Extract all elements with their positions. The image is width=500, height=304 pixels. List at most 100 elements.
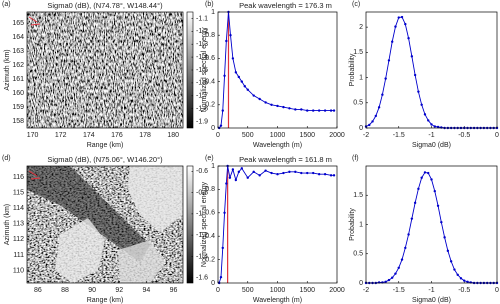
point [449,260,453,263]
x-tick-label: -1.5 [393,132,405,139]
point [270,103,273,107]
x-tick-label: 1000 [270,287,286,294]
axes-frame [365,11,498,129]
point [420,176,423,179]
point [384,280,387,284]
y-tick-label: 0.5 [353,100,363,107]
point [423,171,427,174]
y-tick-label: 1 [211,163,215,170]
point [288,107,291,110]
panel-label: (f) [352,155,359,162]
point [433,125,436,128]
y-tick-label: 110 [13,267,24,274]
colorbar-tick-label: -1.8 [196,106,208,113]
x-tick-label: -2 [363,287,369,294]
point [252,170,255,174]
colorbar-tick-label: -1.4 [196,253,208,260]
point [410,217,414,220]
point [246,88,249,91]
colorbar-tick-label: -1.2 [196,28,208,35]
y-axis-label: Azimuth (km) [4,49,11,90]
colorbar-tick-label: -1.1 [196,15,208,22]
point [456,273,459,277]
point [264,101,267,104]
x-tick-label: 2000 [329,132,345,139]
point [413,73,417,77]
x-tick-label: 0 [216,287,220,294]
x-tick-label: -2 [363,132,369,139]
point [329,109,333,112]
y-axis-label: Azimuth (km) [4,204,11,245]
point [288,170,291,174]
point [446,249,450,253]
point [225,182,228,185]
x-tick-label: 90 [88,287,96,294]
point [300,171,303,175]
point [258,174,261,177]
x-tick-label: 1500 [299,132,315,139]
point [231,57,235,60]
point [453,268,456,271]
point [387,278,391,282]
axes-frame [217,165,338,284]
y-tick-label: 0.5 [353,251,363,258]
x-tick-label: 0 [495,132,499,139]
point [391,40,394,43]
y-tick-label: 1.5 [353,49,363,56]
colorbar-tick-label: -1.7 [196,93,208,100]
x-tick-label: -0.5 [458,132,470,139]
point [417,90,420,93]
x-tick-label: 500 [242,287,254,294]
y-tick-label: 164 [12,34,24,41]
point [332,174,336,177]
colorbar-tick-label: -1.2 [196,232,208,239]
x-tick-label: -0.5 [458,287,470,294]
x-tick-label: 94 [142,287,150,294]
colorbar-tick-label: -1 [196,211,202,218]
point [306,109,309,112]
point [443,236,446,239]
x-tick-label: 500 [242,132,254,139]
x-tick-label: 176 [111,132,123,139]
point [394,25,397,28]
y-tick-label: 0 [359,125,363,132]
series-line [366,171,497,284]
point [404,246,407,250]
panel-label: (e) [205,155,214,162]
x-tick-label: 1000 [270,132,286,139]
y-tick-label: 0 [211,125,215,132]
point [300,108,303,111]
x-tick-label: 96 [170,287,178,294]
point [276,104,279,108]
ice-floe [55,218,105,283]
sar-image [27,12,183,128]
point [381,93,384,96]
y-tick-label: 116 [13,174,24,181]
point [312,109,315,112]
y-tick-label: 1.5 [353,192,363,199]
point [394,272,397,275]
point [221,109,224,112]
point [223,211,226,214]
x-axis-label: Wavelength (m) [253,142,302,149]
point [237,75,241,79]
point [430,123,433,126]
y-axis-label: Normalized spectral energy [201,27,208,113]
point [374,114,378,118]
point [276,172,279,176]
x-tick-label: -1 [428,287,434,294]
series-line [365,16,497,129]
point [282,171,285,175]
colorbar-tick-label: -1.9 [196,118,208,125]
ice-floe [118,240,165,283]
point [433,189,436,193]
point [436,204,440,207]
y-tick-label: 163 [12,48,24,55]
colorbar-tick-label: -0.6 [196,168,208,175]
x-tick-label: 2000 [329,287,345,294]
x-axis-label: Sigma0 (dB) [412,297,451,304]
sar-image [27,166,183,283]
point [246,176,249,179]
point [427,171,430,175]
